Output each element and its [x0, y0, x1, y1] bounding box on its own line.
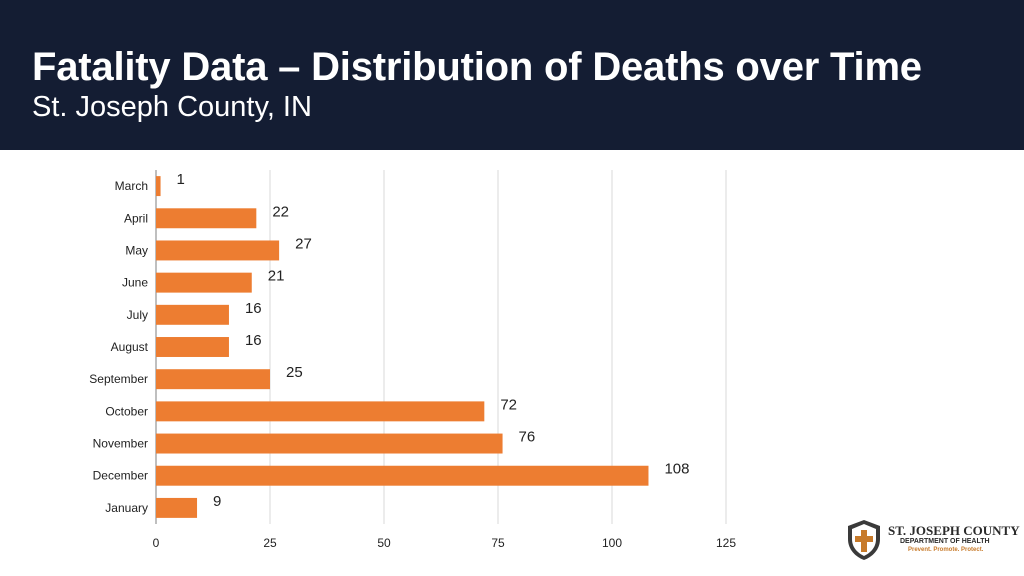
bar	[156, 240, 280, 261]
bar	[156, 337, 229, 357]
bar	[156, 497, 198, 518]
bar	[156, 401, 485, 422]
data-label: 76	[519, 429, 536, 446]
x-tick-label: 75	[491, 536, 505, 550]
category-label: December	[93, 469, 148, 483]
category-label: May	[125, 243, 148, 257]
data-label: 21	[268, 268, 285, 285]
x-tick-label: 0	[153, 536, 160, 550]
data-label: 9	[213, 493, 221, 510]
bar	[156, 304, 229, 325]
data-label: 108	[664, 461, 689, 478]
x-tick-label: 100	[602, 536, 622, 550]
logo-line-3: Prevent. Promote. Protect.	[908, 547, 984, 553]
category-label: November	[93, 437, 148, 451]
bar	[156, 272, 252, 293]
category-label: March	[115, 179, 148, 193]
bar	[156, 433, 503, 454]
data-label: 22	[272, 203, 289, 220]
x-tick-label: 25	[263, 536, 277, 550]
data-label: 16	[245, 300, 262, 317]
bar	[156, 369, 270, 390]
data-label: 25	[286, 364, 303, 381]
data-label: 72	[500, 396, 517, 413]
logo-line-1: ST. JOSEPH COUNTY	[888, 523, 1020, 538]
shield-cross-icon	[848, 520, 880, 560]
category-label: January	[105, 501, 148, 515]
page-subtitle: St. Joseph County, IN	[32, 91, 312, 123]
page-title: Fatality Data – Distribution of Deaths o…	[32, 45, 922, 89]
logo-line-2: DEPARTMENT OF HEALTH	[900, 538, 990, 545]
x-tick-label: 50	[377, 536, 391, 550]
bar	[156, 176, 161, 197]
category-label: August	[111, 340, 149, 354]
category-label: June	[122, 276, 148, 290]
header-banner: Fatality Data – Distribution of Deaths o…	[0, 0, 1024, 150]
category-label: July	[127, 308, 148, 322]
health-department-logo: ST. JOSEPH COUNTY DEPARTMENT OF HEALTH P…	[846, 519, 1020, 561]
data-label: 16	[245, 332, 262, 349]
category-label: April	[124, 211, 148, 225]
data-label: 1	[177, 171, 185, 188]
x-tick-label: 125	[716, 536, 736, 550]
bar	[156, 208, 257, 229]
data-label: 27	[295, 235, 312, 252]
category-label: September	[89, 372, 148, 386]
category-label: October	[105, 404, 148, 418]
bar	[156, 465, 649, 486]
